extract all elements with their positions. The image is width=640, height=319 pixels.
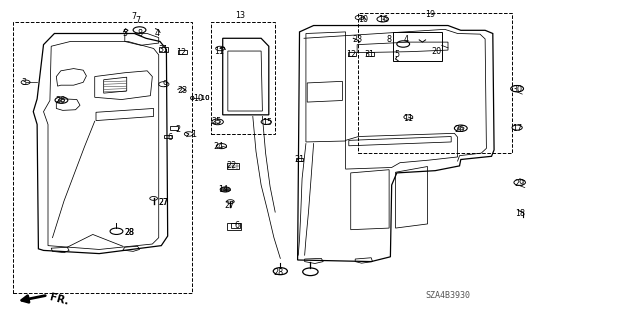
Text: 28: 28 (273, 268, 284, 277)
Text: SZA4B3930: SZA4B3930 (426, 291, 470, 300)
Text: 30: 30 (512, 85, 522, 94)
Text: 1: 1 (191, 130, 196, 139)
Bar (227, 223, 241, 230)
Text: 11: 11 (214, 47, 225, 56)
Text: 24: 24 (214, 142, 224, 151)
Text: φ—10: φ—10 (189, 95, 210, 101)
Text: 20: 20 (431, 47, 442, 56)
Text: 6: 6 (234, 221, 239, 230)
Text: 23: 23 (177, 86, 188, 95)
Text: 22: 22 (227, 161, 237, 170)
Text: 4: 4 (404, 35, 409, 44)
Text: 18: 18 (515, 209, 525, 218)
Text: 5: 5 (122, 29, 127, 38)
Text: 27: 27 (159, 198, 168, 207)
Bar (227, 163, 239, 169)
Text: 9: 9 (163, 80, 168, 89)
Text: 27: 27 (224, 201, 234, 210)
Text: 3: 3 (22, 78, 27, 87)
Text: 2: 2 (175, 125, 180, 134)
Text: 28: 28 (124, 228, 134, 237)
Text: 8: 8 (137, 29, 142, 38)
Circle shape (220, 187, 230, 192)
Text: 23: 23 (352, 35, 362, 44)
Text: 8: 8 (387, 35, 392, 44)
Circle shape (227, 200, 234, 204)
Text: 13: 13 (235, 11, 245, 20)
Text: 14: 14 (218, 185, 228, 194)
Text: 26: 26 (454, 125, 465, 134)
Text: 10: 10 (193, 94, 204, 103)
Text: 31: 31 (158, 45, 168, 54)
Text: 17: 17 (512, 124, 522, 133)
Text: 25: 25 (211, 117, 221, 126)
Text: FR.: FR. (48, 292, 69, 307)
Text: 10: 10 (358, 15, 369, 24)
Text: 7: 7 (135, 16, 140, 25)
Text: 31: 31 (365, 50, 375, 59)
Text: 19: 19 (425, 10, 435, 19)
Bar (178, 50, 187, 54)
Text: 4: 4 (154, 29, 159, 38)
Bar (366, 52, 374, 56)
Text: 27: 27 (159, 198, 169, 207)
Text: 15: 15 (262, 118, 273, 127)
Bar (164, 135, 172, 138)
Bar (231, 223, 241, 228)
Text: 7: 7 (132, 12, 137, 21)
Text: 16: 16 (378, 15, 388, 24)
Text: 28: 28 (124, 228, 134, 237)
Bar (296, 158, 303, 161)
Bar (170, 126, 178, 130)
Text: 29: 29 (515, 179, 525, 188)
Text: 21: 21 (294, 155, 305, 164)
Text: 5: 5 (394, 50, 399, 59)
Text: 12: 12 (176, 48, 186, 57)
Text: φ—10: φ—10 (190, 95, 211, 101)
Text: 12: 12 (346, 50, 356, 59)
Circle shape (150, 197, 157, 200)
Text: 11: 11 (403, 114, 413, 122)
Text: 26: 26 (56, 96, 66, 105)
Bar (159, 47, 168, 52)
Text: 6: 6 (167, 133, 172, 142)
Bar (348, 52, 356, 56)
